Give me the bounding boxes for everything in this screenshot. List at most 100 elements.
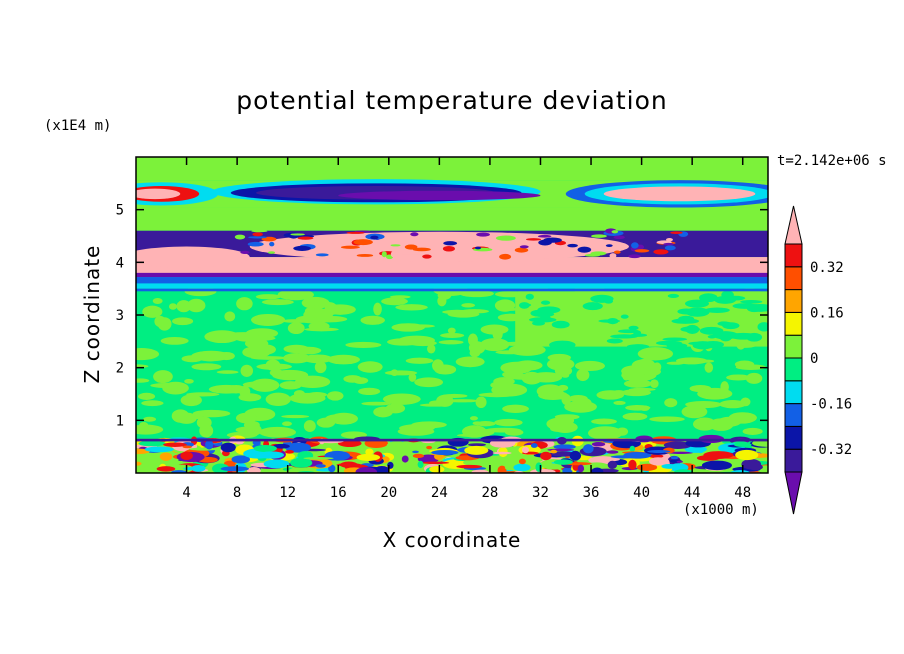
field-blob: [538, 390, 568, 401]
field-blob: [525, 238, 542, 241]
field-blob: [216, 370, 239, 374]
colorbar-extend-high: [784, 205, 803, 245]
colorbar-tick-label: 0: [810, 351, 818, 367]
field-blob: [328, 464, 336, 473]
field-blob: [561, 373, 570, 378]
field-blob: [576, 368, 590, 382]
field-blob: [431, 449, 459, 456]
field-blob: [136, 246, 250, 268]
field-blob: [285, 449, 294, 454]
field-blob: [561, 394, 572, 405]
field-blob: [569, 450, 582, 461]
colorbar-cell: [784, 380, 803, 405]
field-blob: [172, 317, 194, 326]
field-band: [136, 207, 768, 231]
field-blob: [381, 251, 387, 258]
field-blob: [742, 427, 763, 435]
field-blob: [180, 394, 202, 407]
field-blob: [472, 421, 482, 426]
field-blob: [467, 443, 486, 447]
field-band: [136, 438, 768, 442]
field-blob: [493, 377, 515, 386]
field-blob: [153, 370, 173, 384]
field-blob: [329, 412, 358, 425]
field-blob: [527, 457, 543, 463]
field-blob: [303, 420, 316, 433]
field-blob: [144, 446, 174, 453]
field-blob: [670, 456, 679, 460]
field-blob: [480, 324, 509, 335]
field-blob: [626, 344, 650, 349]
field-blob: [137, 467, 152, 473]
field-blob: [250, 378, 280, 392]
field-blob: [443, 241, 458, 246]
field-blob: [633, 330, 642, 336]
field-blob: [719, 400, 747, 409]
field-blob: [411, 421, 447, 429]
field-blob: [734, 442, 752, 447]
field-blob: [163, 442, 187, 447]
x-tick-label: 8: [233, 485, 241, 501]
field-blob: [346, 231, 365, 234]
field-blob: [500, 361, 533, 375]
field-blob: [390, 244, 401, 247]
field-blob: [662, 337, 688, 341]
field-blob: [461, 303, 476, 308]
field-blob: [692, 341, 714, 350]
field-blob: [623, 379, 652, 388]
field-blob: [502, 404, 529, 413]
field-blob: [629, 445, 636, 452]
field-blob: [263, 459, 290, 469]
field-blob: [365, 448, 374, 456]
field-blob: [440, 332, 465, 338]
field-blob: [136, 378, 150, 383]
field-blob: [697, 387, 733, 400]
field-blob: [160, 336, 189, 345]
field-blob: [684, 299, 710, 308]
x-tick-label: 12: [279, 485, 296, 501]
field-blob: [471, 255, 483, 259]
field-blob: [475, 396, 487, 409]
field-blob: [621, 365, 647, 377]
field-blob: [312, 301, 335, 307]
field-blob: [613, 242, 627, 248]
field-blob: [664, 245, 676, 251]
field-blob: [550, 449, 558, 454]
field-blob: [293, 245, 311, 251]
field-blob: [699, 326, 724, 335]
field-blob: [495, 235, 516, 241]
field-blob: [294, 375, 331, 388]
field-blob: [467, 333, 478, 347]
field-blob: [609, 253, 617, 259]
field-blob: [566, 469, 573, 473]
field-blob: [247, 466, 261, 473]
field-blob: [327, 354, 360, 365]
field-blob: [302, 317, 331, 322]
field-blob: [537, 306, 561, 314]
field-blob: [521, 371, 543, 385]
x-tick-label: 32: [532, 485, 549, 501]
field-blob: [267, 251, 276, 254]
field-blob: [360, 315, 385, 325]
field-blob: [553, 444, 576, 450]
field-blob: [677, 308, 696, 315]
field-blob: [290, 233, 305, 236]
field-blob: [205, 439, 214, 450]
field-blob: [757, 322, 768, 332]
field-blob: [157, 317, 172, 331]
field-blob: [373, 302, 382, 316]
field-blob: [471, 469, 489, 473]
field-blob: [273, 443, 290, 449]
field-blob: [628, 254, 641, 259]
y-tick-label: 3: [116, 308, 124, 324]
field-blob: [735, 449, 759, 461]
field-blob: [562, 415, 575, 426]
field-blob: [231, 455, 251, 464]
field-blob: [613, 250, 621, 254]
field-blob: [674, 441, 689, 448]
field-blob: [204, 330, 240, 344]
heatmap-field: [136, 157, 768, 473]
y-axis-unit: (x1E4 m): [44, 118, 112, 134]
field-blob: [726, 374, 751, 381]
field-blob: [734, 360, 755, 369]
